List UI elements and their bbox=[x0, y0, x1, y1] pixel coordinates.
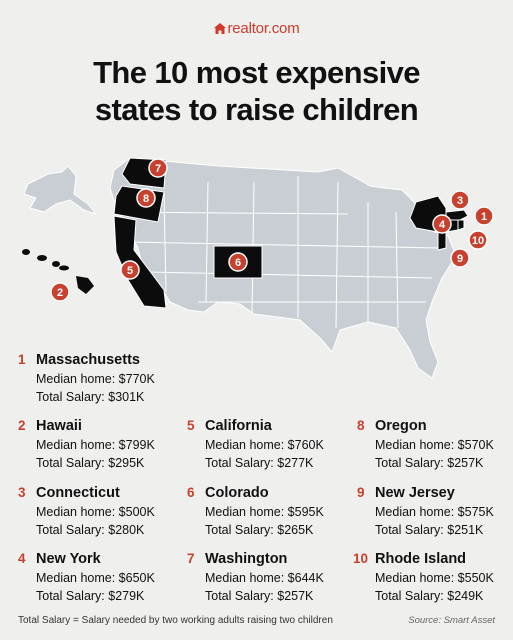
house-icon bbox=[213, 23, 226, 34]
alaska-shape bbox=[23, 165, 97, 215]
median-home: Median home: $760K bbox=[205, 438, 324, 452]
badge-7: 7 bbox=[148, 158, 168, 178]
rank-number: 5 bbox=[187, 418, 195, 433]
median-home: Median home: $570K bbox=[375, 438, 494, 452]
rank-number: 6 bbox=[187, 485, 195, 500]
median-home: Median home: $770K bbox=[36, 372, 155, 386]
badge-9: 9 bbox=[450, 248, 470, 268]
svg-text:3: 3 bbox=[457, 195, 463, 207]
total-salary: Total Salary: $257K bbox=[375, 456, 484, 470]
rhode-island-shape bbox=[457, 219, 465, 231]
badge-3: 3 bbox=[450, 190, 470, 210]
median-home: Median home: $550K bbox=[375, 571, 494, 585]
state-name: California bbox=[205, 418, 272, 434]
rank-number: 10 bbox=[353, 551, 369, 566]
median-home: Median home: $575K bbox=[375, 505, 494, 519]
map-badges: 7 8 5 2 6 3 4 1 10 9 bbox=[50, 158, 494, 302]
rank-number: 1 bbox=[18, 352, 26, 367]
state-name: Hawaii bbox=[36, 418, 82, 434]
state-name: Massachusetts bbox=[36, 352, 140, 368]
svg-text:10: 10 bbox=[472, 235, 484, 247]
total-salary: Total Salary: $301K bbox=[36, 390, 145, 404]
hawaii-shape bbox=[22, 249, 94, 294]
total-salary: Total Salary: $251K bbox=[375, 523, 484, 537]
footnote: Total Salary = Salary needed by two work… bbox=[18, 615, 333, 626]
svg-text:5: 5 bbox=[127, 265, 133, 277]
median-home: Median home: $799K bbox=[36, 438, 155, 452]
rank-number: 9 bbox=[357, 485, 365, 500]
badge-10: 10 bbox=[468, 230, 488, 250]
median-home: Median home: $500K bbox=[36, 505, 155, 519]
title-line-2: states to raise children bbox=[94, 92, 419, 127]
rank-number: 3 bbox=[18, 485, 26, 500]
state-name: Washington bbox=[205, 551, 288, 567]
median-home: Median home: $650K bbox=[36, 571, 155, 585]
title-line-1: The 10 most expensive bbox=[93, 55, 420, 90]
realtor-logo: realtor.com bbox=[0, 20, 513, 37]
total-salary: Total Salary: $277K bbox=[205, 456, 314, 470]
us-map: 7 8 5 2 6 3 4 1 10 9 bbox=[22, 157, 494, 379]
svg-text:1: 1 bbox=[481, 211, 487, 223]
median-home: Median home: $595K bbox=[205, 505, 324, 519]
badge-8: 8 bbox=[136, 188, 156, 208]
rank-number: 7 bbox=[187, 551, 195, 566]
svg-text:6: 6 bbox=[235, 257, 241, 269]
rank-number: 2 bbox=[18, 418, 26, 433]
rank-number: 8 bbox=[357, 418, 365, 433]
page-title: The 10 most expensive states to raise ch… bbox=[0, 54, 513, 128]
state-name: Rhode Island bbox=[375, 551, 467, 567]
svg-text:7: 7 bbox=[155, 163, 161, 175]
total-salary: Total Salary: $265K bbox=[205, 523, 314, 537]
rank-number: 4 bbox=[18, 551, 26, 566]
total-salary: Total Salary: $295K bbox=[36, 456, 145, 470]
svg-text:4: 4 bbox=[439, 219, 446, 231]
total-salary: Total Salary: $249K bbox=[375, 589, 484, 603]
california-shape bbox=[113, 215, 167, 309]
badge-2: 2 bbox=[50, 282, 70, 302]
state-name: Colorado bbox=[205, 485, 269, 501]
map-base bbox=[23, 157, 457, 379]
svg-text:8: 8 bbox=[143, 193, 149, 205]
brand-name: realtor.com bbox=[227, 20, 300, 37]
badge-5: 5 bbox=[120, 260, 140, 280]
median-home: Median home: $644K bbox=[205, 571, 324, 585]
badge-4: 4 bbox=[432, 214, 452, 234]
state-name: New York bbox=[36, 551, 101, 567]
mainland-shape bbox=[109, 157, 457, 379]
state-name: New Jersey bbox=[375, 485, 455, 501]
total-salary: Total Salary: $280K bbox=[36, 523, 145, 537]
state-borders bbox=[117, 176, 439, 329]
svg-text:9: 9 bbox=[457, 253, 463, 265]
new-jersey-shape bbox=[437, 231, 447, 251]
state-name: Oregon bbox=[375, 418, 427, 434]
badge-1: 1 bbox=[474, 206, 494, 226]
badge-6: 6 bbox=[228, 252, 248, 272]
total-salary: Total Salary: $257K bbox=[205, 589, 314, 603]
source-credit: Source: Smart Asset bbox=[408, 615, 495, 626]
total-salary: Total Salary: $279K bbox=[36, 589, 145, 603]
state-name: Connecticut bbox=[36, 485, 120, 501]
svg-text:2: 2 bbox=[57, 287, 63, 299]
